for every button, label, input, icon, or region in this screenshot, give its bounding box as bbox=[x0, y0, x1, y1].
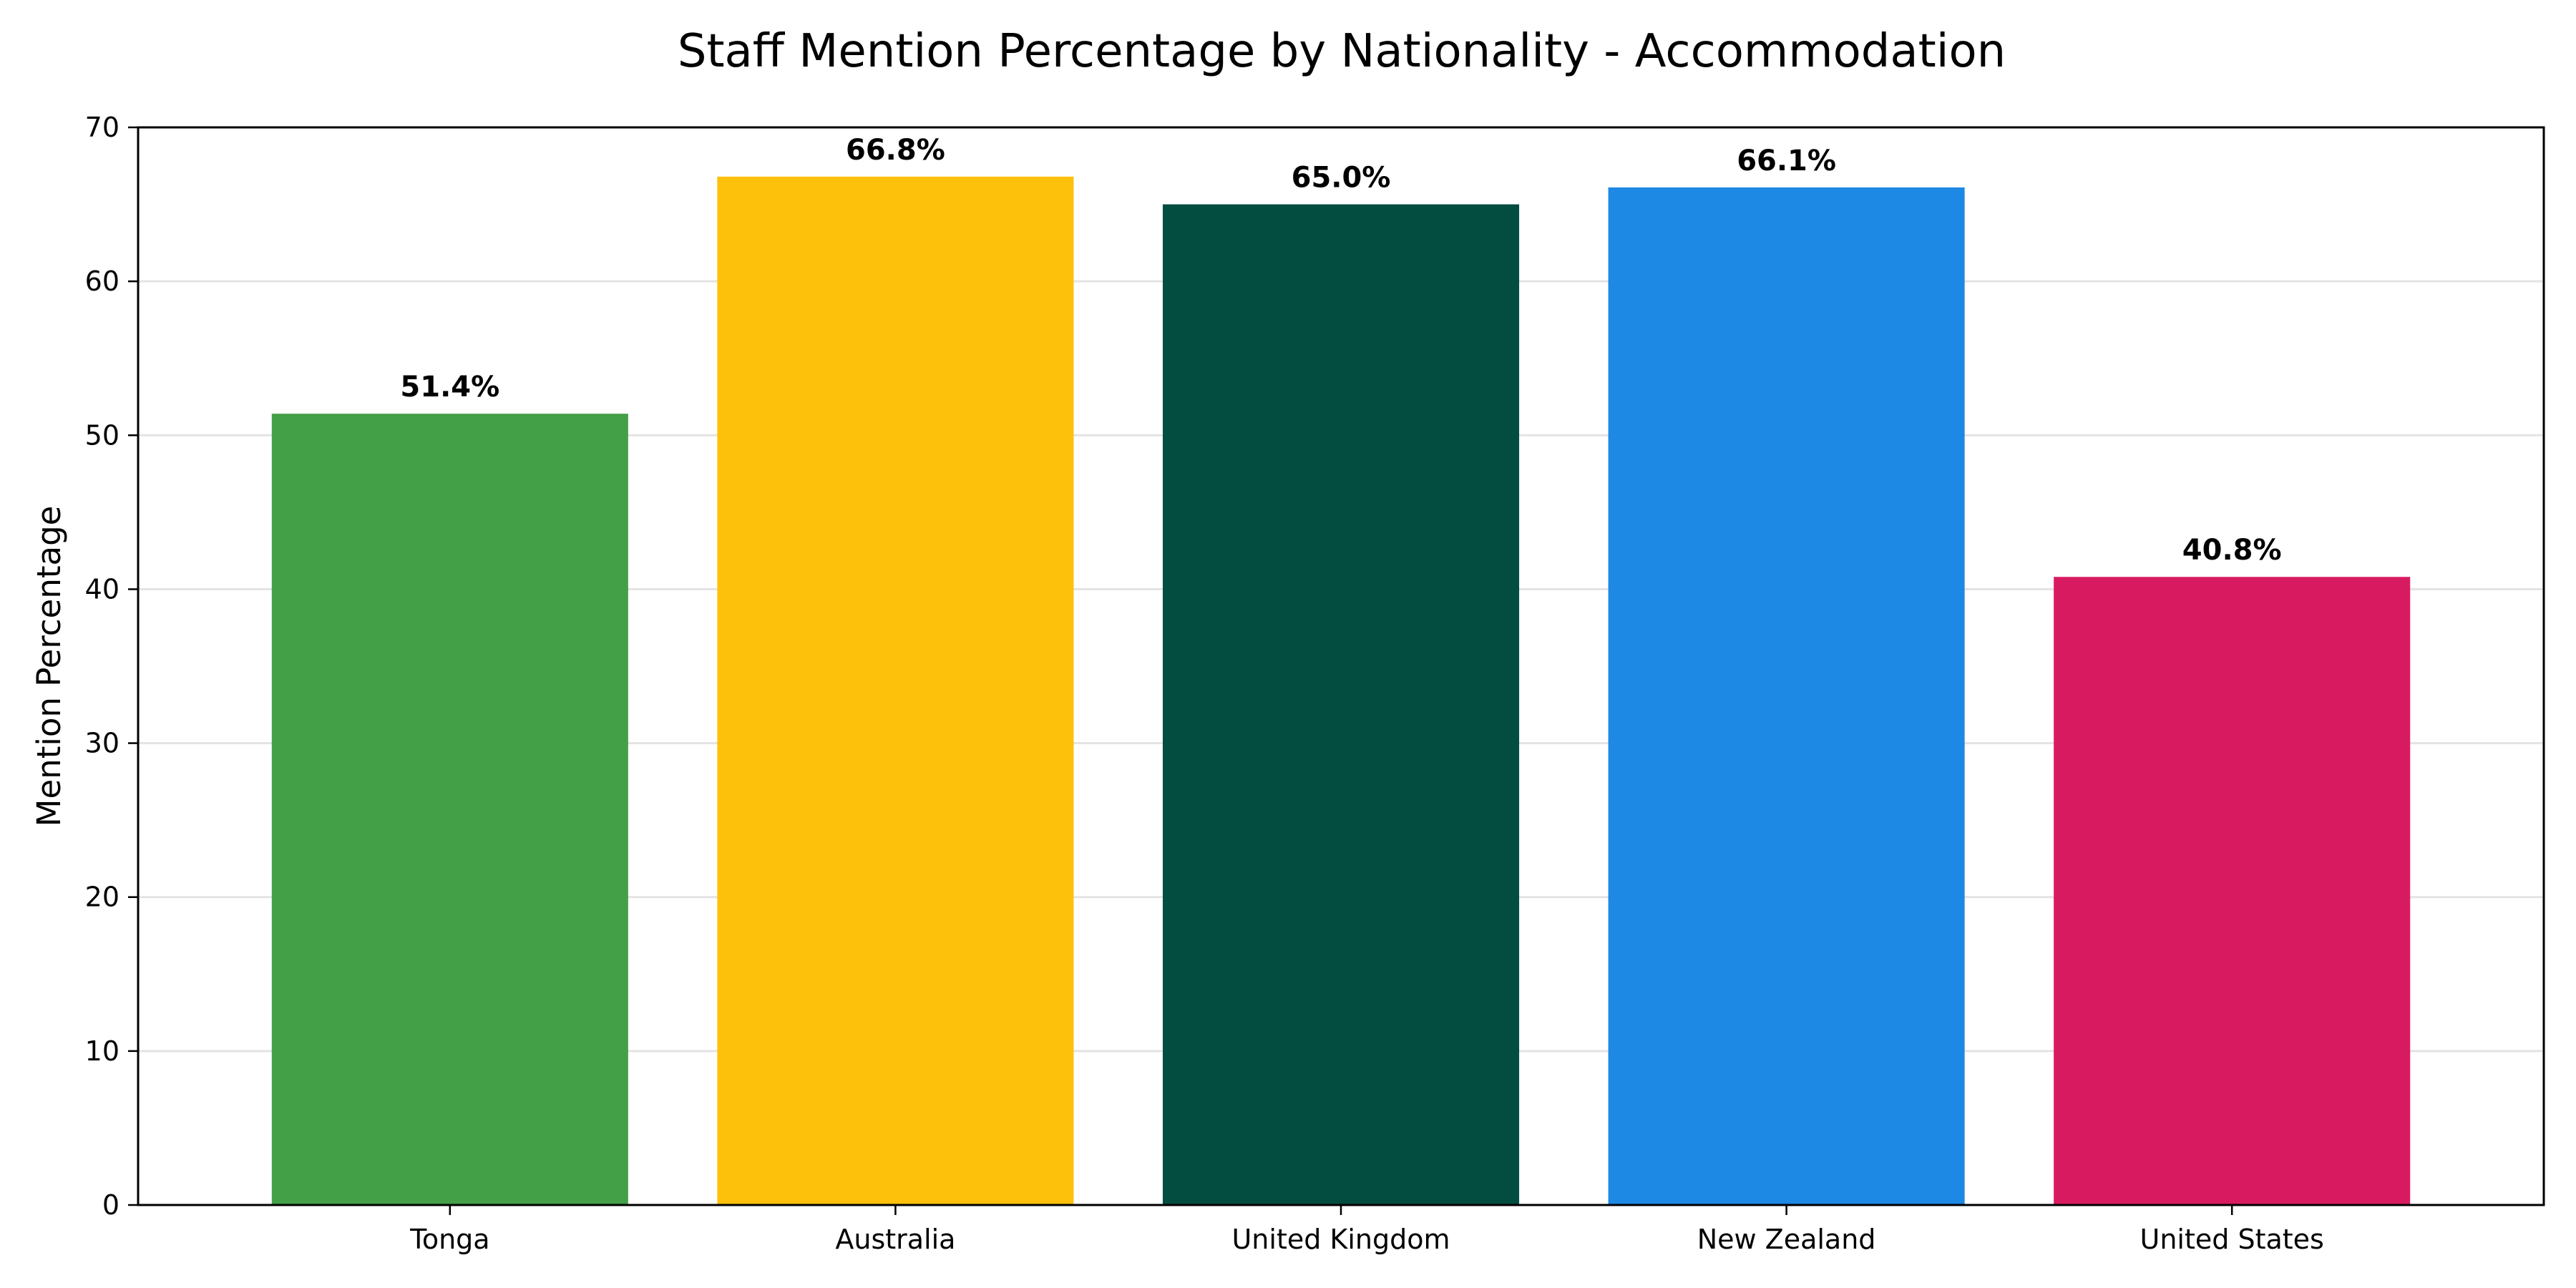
bar-australia bbox=[717, 176, 1074, 1206]
data-label: 66.8% bbox=[846, 134, 945, 167]
chart-title: Staff Mention Percentage by Nationality … bbox=[678, 25, 2006, 78]
data-label: 66.1% bbox=[1737, 145, 1836, 177]
data-label: 40.8% bbox=[2182, 534, 2282, 567]
data-label: 51.4% bbox=[400, 371, 499, 404]
x-tick-label: Tonga bbox=[409, 1224, 490, 1255]
y-tick-label: 50 bbox=[85, 419, 119, 451]
y-tick-label: 0 bbox=[102, 1189, 119, 1221]
x-tick-label: Australia bbox=[835, 1224, 955, 1255]
bar-united-kingdom bbox=[1162, 204, 1520, 1206]
y-tick-label: 10 bbox=[85, 1035, 119, 1067]
bar-tonga bbox=[271, 414, 628, 1205]
bars bbox=[271, 176, 2411, 1206]
data-labels: 51.4% 66.8% 65.0% 66.1% 40.8% bbox=[400, 134, 2281, 567]
bar-new-zealand bbox=[1608, 187, 1965, 1205]
y-tick-label: 60 bbox=[85, 265, 119, 297]
y-tick-label: 30 bbox=[85, 728, 119, 759]
y-tick-label: 70 bbox=[85, 112, 119, 143]
axis-ticks: 0 10 20 30 40 50 60 70 Tonga Australia United King… bbox=[85, 112, 2324, 1255]
plot-frame bbox=[137, 126, 2545, 1206]
data-label: 65.0% bbox=[1292, 162, 1391, 195]
x-tick-label: United Kingdom bbox=[1231, 1224, 1450, 1255]
y-tick-label: 40 bbox=[85, 573, 119, 605]
y-axis-label: Mention Percentage bbox=[30, 506, 68, 827]
y-tick-label: 20 bbox=[85, 882, 119, 913]
bar-united-states bbox=[2054, 577, 2411, 1205]
x-tick-label: New Zealand bbox=[1697, 1224, 1876, 1255]
x-tick-label: United States bbox=[2140, 1224, 2324, 1255]
